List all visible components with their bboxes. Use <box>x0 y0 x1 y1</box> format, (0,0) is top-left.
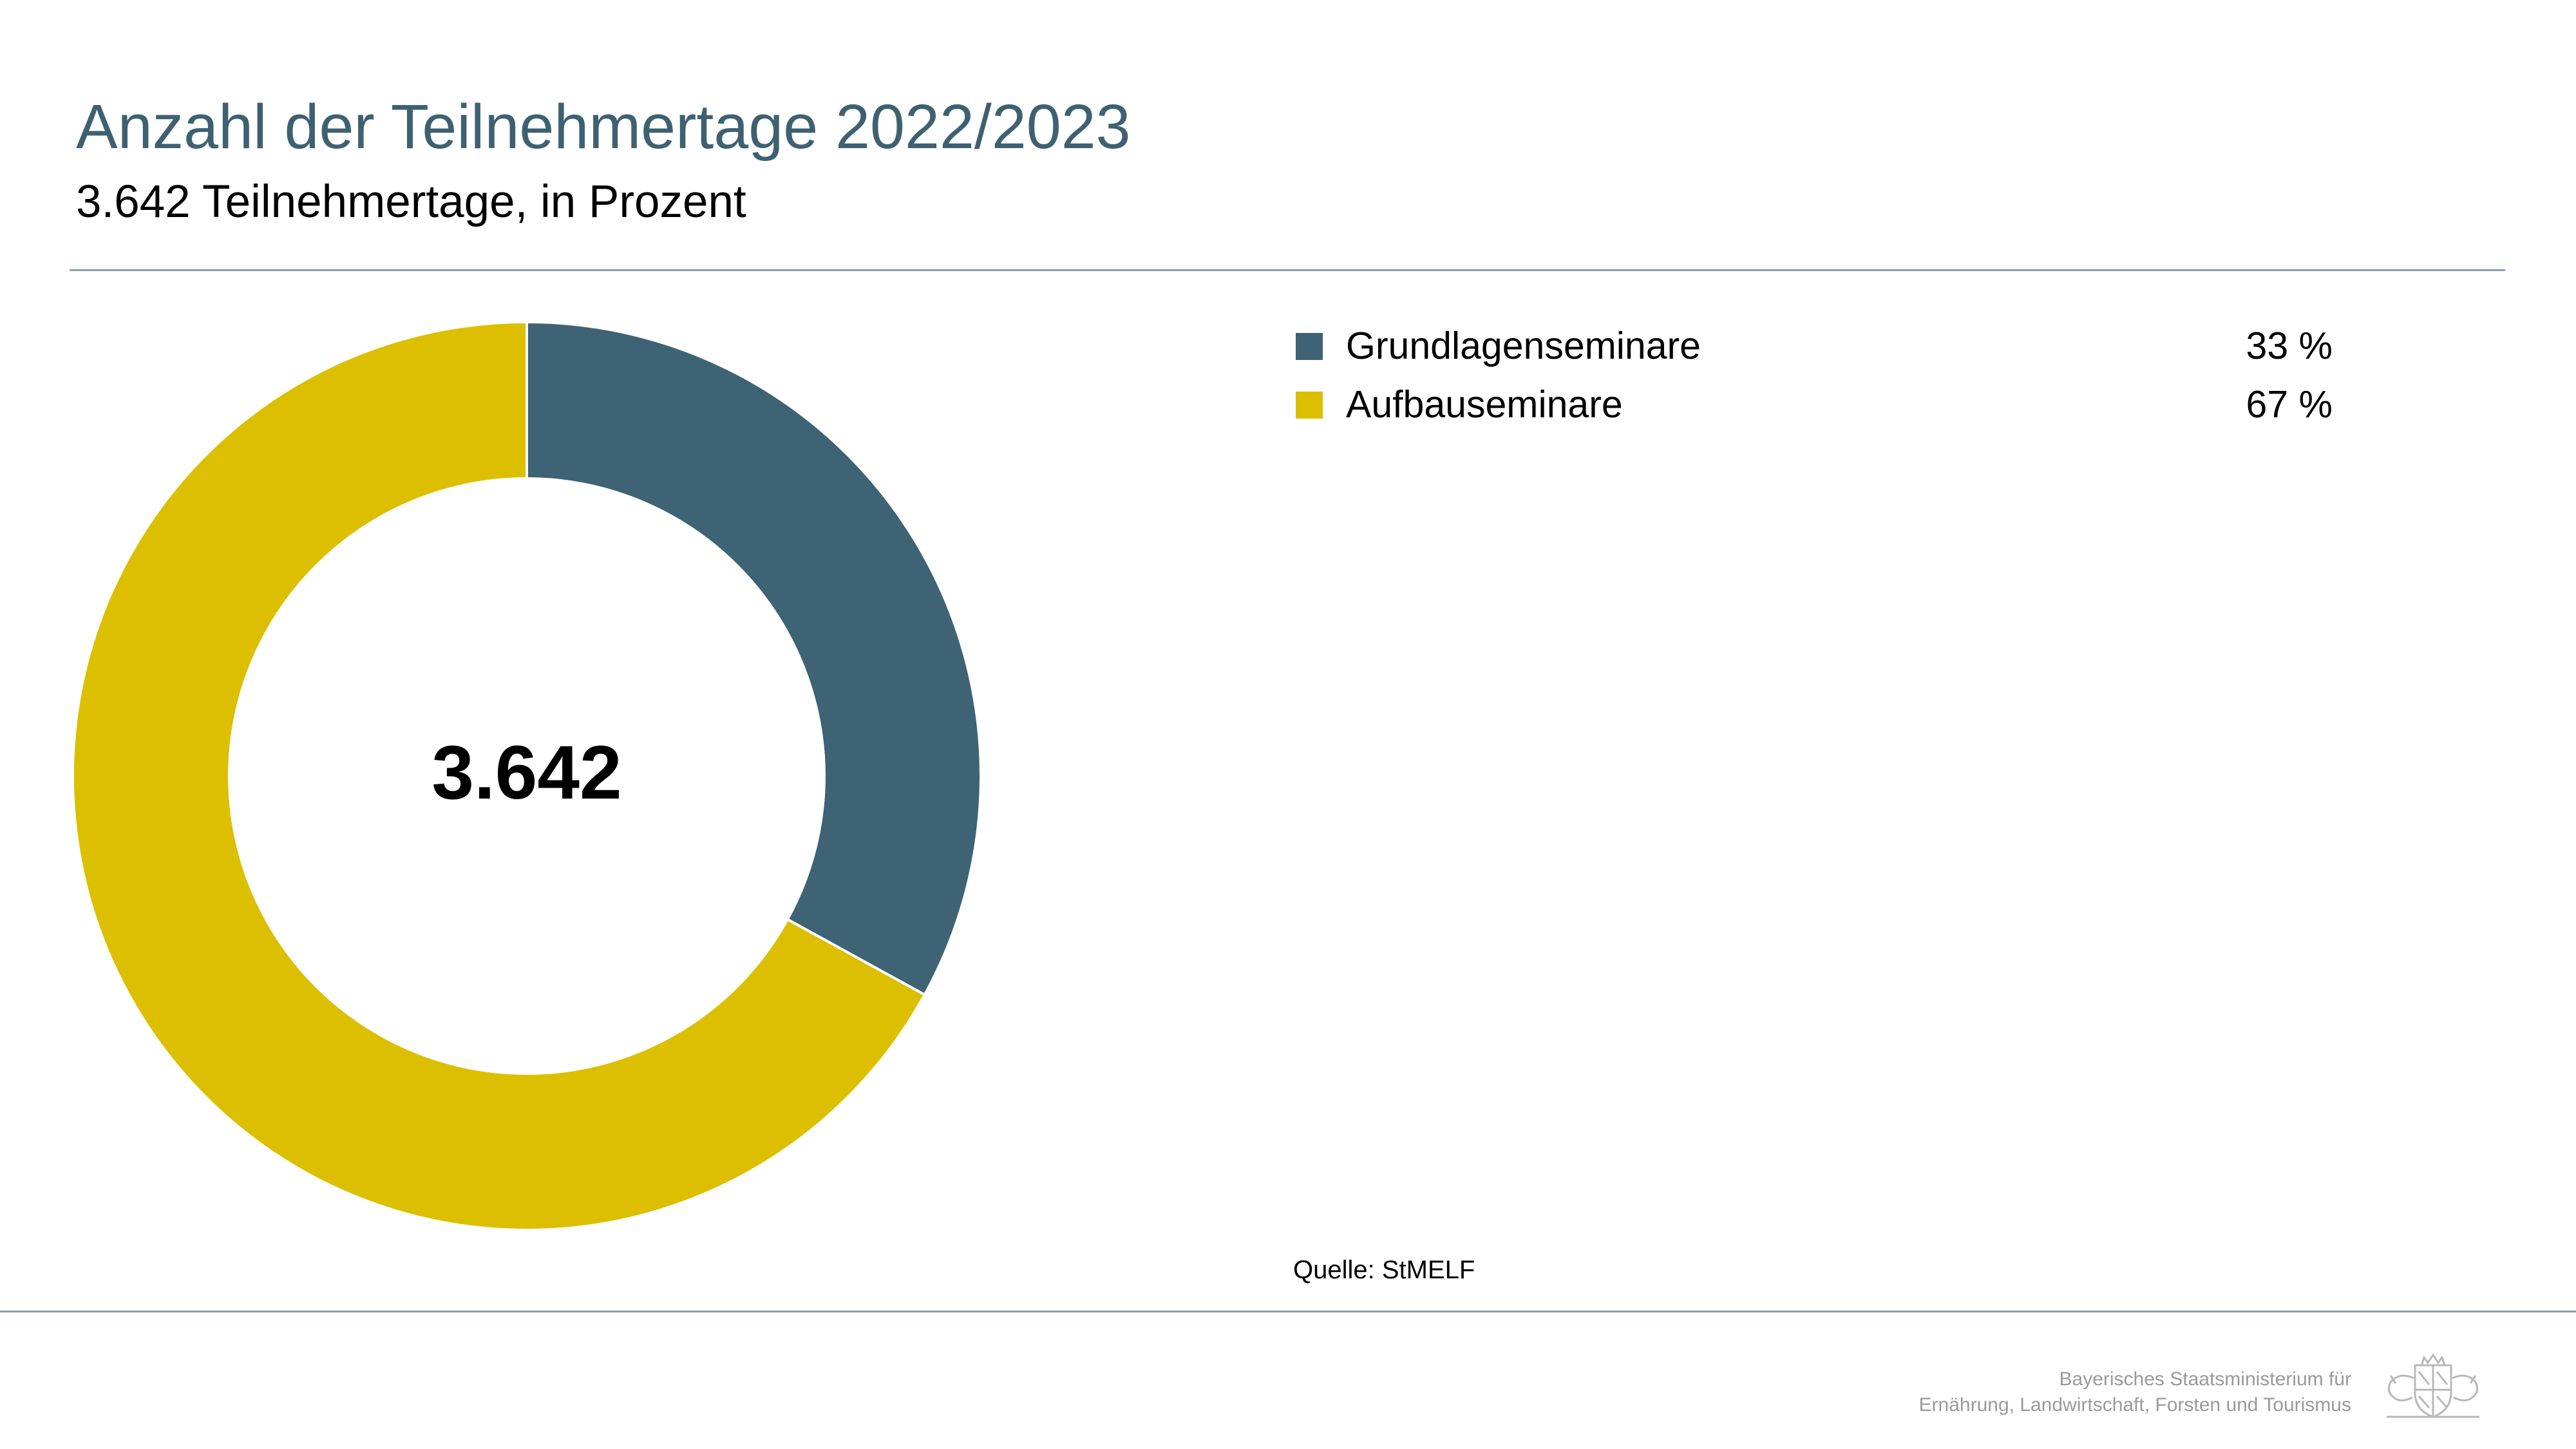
legend-swatch-aufbauseminare <box>1296 392 1323 419</box>
ministry-name: Bayerisches Staatsministerium für Ernähr… <box>1919 1367 2351 1418</box>
legend: Grundlagenseminare 33 % Aufbauseminare 6… <box>1296 321 2333 438</box>
source-note: Quelle: StMELF <box>1293 1256 1475 1284</box>
legend-label: Aufbauseminare <box>1346 383 1623 426</box>
donut-slices <box>71 320 982 1231</box>
donut-center-total: 3.642 <box>431 730 621 815</box>
chart-title: Anzahl der Teilnehmertage 2022/2023 <box>76 91 1131 162</box>
chart-subtitle: 3.642 Teilnehmertage, in Prozent <box>76 176 746 227</box>
donut-slice-grundlagenseminare <box>526 320 982 997</box>
legend-value: 33 % <box>2246 325 2333 367</box>
legend-swatch-grundlagenseminare <box>1296 333 1323 360</box>
ministry-name-line-1: Bayerisches Staatsministerium für <box>2059 1368 2352 1390</box>
header-divider <box>70 269 2505 271</box>
donut-chart: 3.642 <box>71 320 982 1231</box>
bavarian-coat-of-arms-icon <box>2387 1353 2479 1418</box>
donut-slice-aufbauseminare <box>71 320 927 1231</box>
footer-divider <box>0 1311 2576 1312</box>
legend-value: 67 % <box>2246 383 2333 426</box>
legend-item-grundlagenseminare: Grundlagenseminare 33 % <box>1296 321 2333 379</box>
ministry-name-line-2: Ernährung, Landwirtschaft, Forsten und T… <box>1918 1394 2351 1416</box>
legend-item-aufbauseminare: Aufbauseminare 67 % <box>1296 379 2333 438</box>
legend-label: Grundlagenseminare <box>1346 325 1701 367</box>
